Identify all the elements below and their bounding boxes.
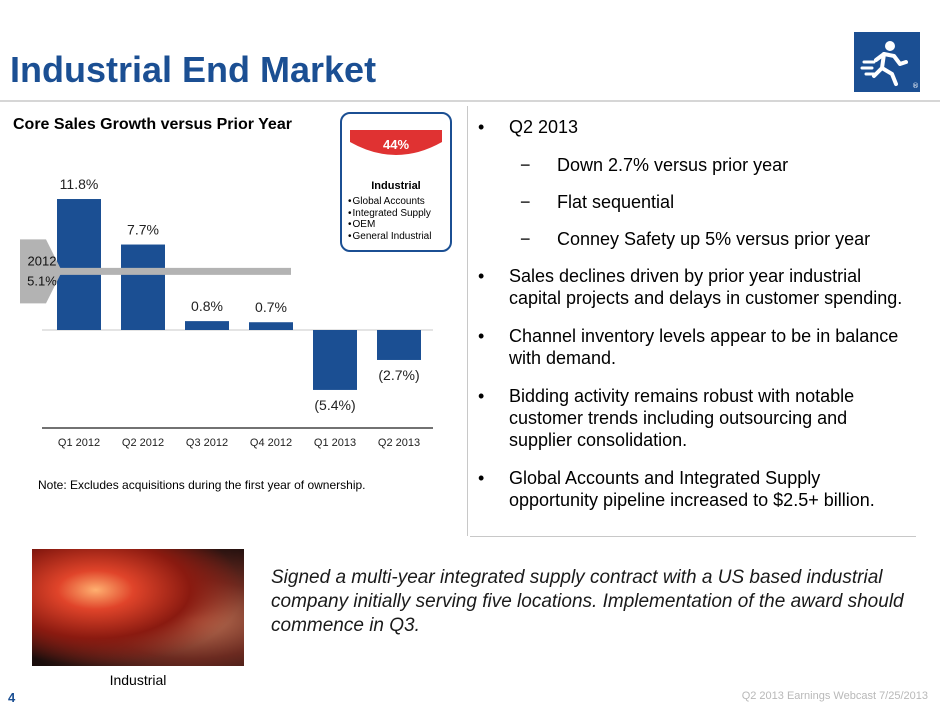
bullet-item: Q2 2013 [474, 116, 914, 138]
bar [377, 330, 421, 360]
reference-value-label: 5.1% [27, 273, 57, 288]
segment-share-wedge: 44% [350, 130, 442, 155]
bullet-item: Channel inventory levels appear to be in… [474, 325, 914, 369]
segment-title: Industrial [371, 180, 421, 192]
vertical-divider [467, 106, 468, 536]
x-tick-label: Q1 2013 [314, 437, 356, 449]
segment-percent: 44% [383, 137, 409, 152]
data-label: 11.8% [60, 176, 99, 192]
x-tick-label: Q2 2012 [122, 437, 164, 449]
data-label: 0.7% [255, 299, 287, 315]
running-man-logo-icon: ® [860, 41, 919, 90]
bullet-list: Q2 2013 Down 2.7% versus prior year Flat… [474, 116, 914, 527]
segment-item: OEM [348, 219, 431, 231]
segment-item: General Industrial [348, 231, 432, 243]
x-tick-label: Q2 2013 [378, 437, 420, 449]
industrial-photo [32, 549, 244, 666]
photo-caption: Industrial [109, 672, 167, 688]
data-label: (2.7%) [378, 367, 419, 383]
svg-text:®: ® [912, 82, 919, 90]
x-tick-label: Q3 2012 [186, 437, 228, 449]
data-label: 7.7% [127, 222, 159, 238]
callout-text: Signed a multi-year integrated supply co… [271, 567, 904, 636]
sub-bullet-item: Conney Safety up 5% versus prior year [474, 228, 914, 250]
segment-item: Global Accounts [348, 196, 431, 208]
company-logo: ® [854, 32, 920, 92]
page-title: Industrial End Market [10, 49, 377, 90]
chart-note: Note: Excludes acquisitions during the f… [38, 478, 366, 492]
bar [313, 330, 357, 390]
bar [121, 244, 165, 330]
data-label: (5.4%) [314, 397, 355, 413]
sub-bullet-item: Flat sequential [474, 191, 914, 213]
segment-item: Integrated Supply [348, 208, 431, 220]
bullet-item: Global Accounts and Integrated Supply op… [474, 467, 914, 511]
sub-bullet-item: Down 2.7% versus prior year [474, 154, 914, 176]
core-sales-bar-chart: 11.8% Q1 2012 7.7% Q2 2012 0.8% Q3 2012 0.7% Q4… [20, 176, 433, 449]
page-number: 4 [8, 690, 16, 705]
x-tick-label: Q1 2012 [58, 437, 100, 449]
title-rule [0, 100, 940, 102]
segment-badge: 44% Industrial Global Accounts Integrate… [340, 112, 452, 252]
data-label: 0.8% [191, 298, 223, 314]
bar [57, 199, 101, 330]
bar [185, 321, 229, 330]
reference-year-label: 2012 [28, 253, 57, 268]
reference-arrow [20, 239, 62, 304]
chart-title: Core Sales Growth versus Prior Year [13, 116, 292, 133]
bar [249, 322, 293, 330]
x-tick-label: Q4 2012 [250, 437, 292, 449]
footer-text: Q2 2013 Earnings Webcast 7/25/2013 [741, 690, 928, 702]
bullet-item: Sales declines driven by prior year indu… [474, 265, 914, 309]
segment-share-icon [350, 130, 442, 155]
segment-list: Global Accounts Integrated Supply OEM Ge… [348, 196, 432, 243]
bullet-item: Bidding activity remains robust with not… [474, 385, 914, 451]
horizontal-divider [470, 536, 916, 537]
